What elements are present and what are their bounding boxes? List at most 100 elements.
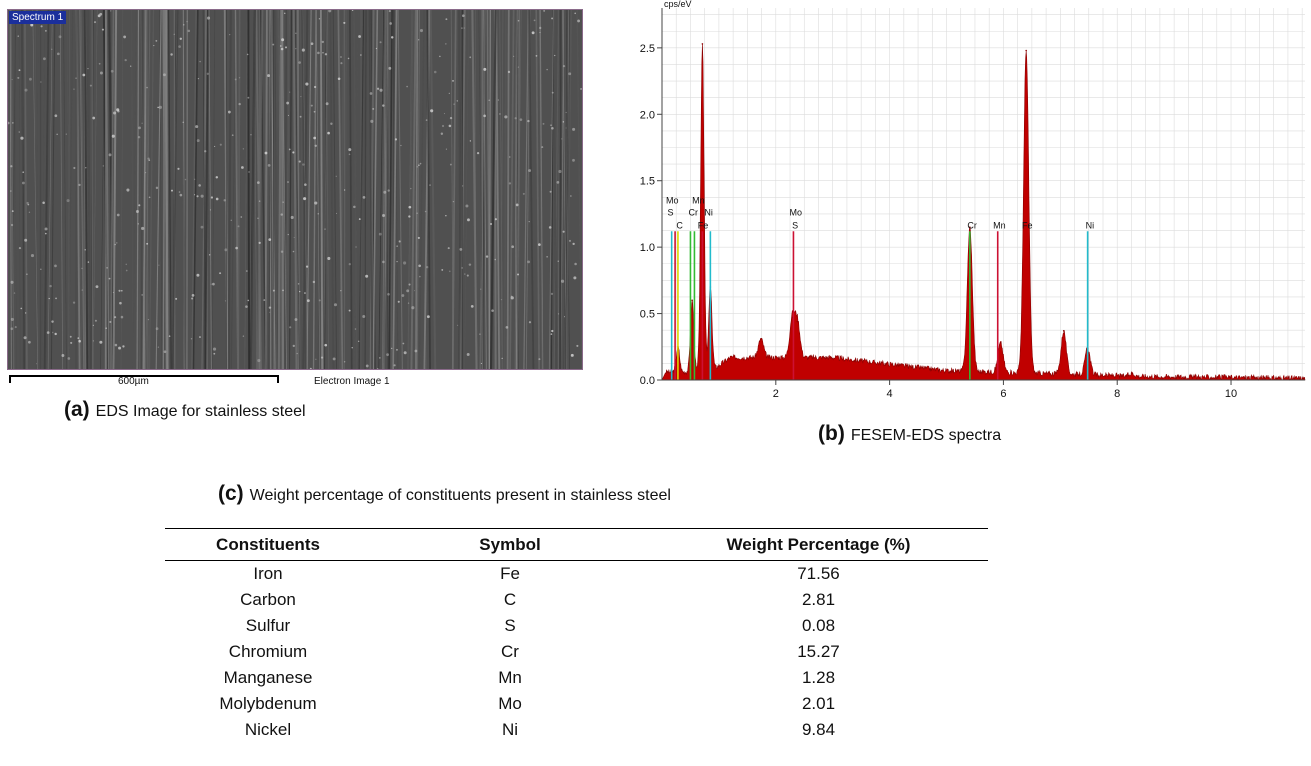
cell-weight: 0.08	[801, 616, 836, 635]
sem-speck	[572, 242, 575, 246]
sem-speck	[562, 65, 566, 68]
sem-speck	[440, 132, 444, 135]
table-row: Sulfur S 0.08	[165, 613, 988, 639]
sem-speck	[452, 80, 454, 82]
sem-speck	[419, 162, 422, 165]
sem-speck	[24, 238, 28, 242]
sem-speck	[295, 32, 297, 34]
sem-streak	[83, 10, 89, 369]
sem-speck	[313, 136, 317, 140]
sem-speck	[418, 164, 420, 167]
sem-speck	[14, 326, 17, 329]
sem-speck	[257, 358, 261, 363]
spectrum-peak-point	[969, 226, 971, 229]
sem-streak	[47, 10, 53, 369]
sem-speck	[155, 39, 158, 42]
sem-speck	[137, 136, 141, 139]
sem-speck	[24, 88, 28, 92]
sem-speck	[81, 267, 83, 270]
sem-speck	[122, 345, 125, 348]
sem-speck	[562, 230, 565, 233]
sem-speck	[372, 107, 375, 110]
sem-streak	[274, 10, 279, 369]
sem-speck	[461, 27, 463, 29]
sem-streak	[500, 10, 504, 369]
sem-speck	[554, 54, 556, 57]
sem-streak	[255, 10, 262, 369]
sem-speck	[348, 148, 352, 152]
sem-speck	[340, 56, 342, 58]
sem-speck	[98, 62, 101, 65]
sem-speck	[224, 300, 227, 302]
sem-speck	[318, 299, 321, 302]
table-row: Nickel Ni 9.84	[165, 717, 988, 743]
sem-speck	[485, 255, 489, 258]
sem-speck	[51, 48, 53, 51]
sem-speck	[242, 148, 245, 150]
sem-streak	[79, 10, 85, 369]
sem-speck	[340, 62, 343, 65]
sem-speck	[448, 124, 452, 128]
sem-speck	[483, 114, 486, 118]
sem-speck	[565, 127, 567, 129]
sem-speck	[141, 122, 143, 124]
sem-speck	[362, 315, 366, 318]
sem-speck	[258, 241, 261, 245]
sem-speck	[36, 363, 38, 365]
sem-speck	[391, 347, 393, 350]
sem-speck	[533, 19, 536, 22]
sem-speck	[10, 317, 14, 321]
sem-streak	[271, 10, 274, 369]
sem-speck	[119, 301, 122, 305]
sem-speck	[426, 265, 429, 269]
sem-speck	[419, 275, 421, 278]
sem-streak	[429, 10, 437, 369]
sem-speck	[279, 45, 282, 47]
sem-speck	[237, 225, 240, 228]
sem-speck	[242, 335, 245, 337]
table-row: Chromium Cr 15.27	[165, 639, 988, 665]
sem-speck	[12, 122, 14, 124]
element-annotation: Fe	[698, 221, 709, 231]
caption-c-text: Weight percentage of constituents presen…	[249, 487, 671, 504]
sem-speck	[330, 122, 333, 125]
sem-speck	[348, 309, 351, 312]
sem-speck	[267, 163, 271, 167]
sem-speck	[115, 242, 118, 244]
sem-speck	[416, 212, 418, 214]
sem-speck	[522, 192, 525, 195]
element-annotation: Cr	[689, 207, 699, 217]
sem-speck	[425, 119, 428, 122]
sem-speck	[287, 114, 290, 116]
sem-speck	[123, 35, 127, 39]
sem-speck	[551, 91, 554, 94]
sem-speck	[148, 196, 151, 199]
sem-speck	[240, 216, 243, 218]
sem-speck	[327, 256, 331, 260]
sem-speck	[490, 222, 493, 226]
sem-streak	[191, 10, 197, 369]
cell-symbol: Mn	[498, 668, 522, 687]
sem-speck	[147, 318, 150, 321]
sem-speck	[92, 324, 95, 327]
sem-streak	[76, 10, 83, 369]
sem-speck	[313, 110, 316, 113]
sem-speck	[138, 126, 141, 130]
sem-speck	[452, 200, 455, 203]
sem-speck	[322, 52, 324, 54]
sem-speck	[461, 267, 463, 269]
sem-streak	[460, 10, 466, 369]
caption-a-text: EDS Image for stainless steel	[95, 403, 306, 420]
sem-speck	[66, 199, 70, 203]
sem-speck	[10, 223, 14, 227]
sem-speck	[517, 273, 519, 276]
cell-constituent: Chromium	[228, 642, 308, 661]
element-annotation: Ni	[704, 207, 713, 217]
sem-speck	[268, 238, 272, 241]
sem-speck	[445, 43, 447, 45]
sem-speck	[354, 328, 357, 330]
sem-streak	[211, 10, 216, 369]
cell-constituent: Molybdenum	[219, 694, 317, 713]
sem-speck	[26, 273, 28, 275]
sem-speck	[328, 10, 332, 13]
